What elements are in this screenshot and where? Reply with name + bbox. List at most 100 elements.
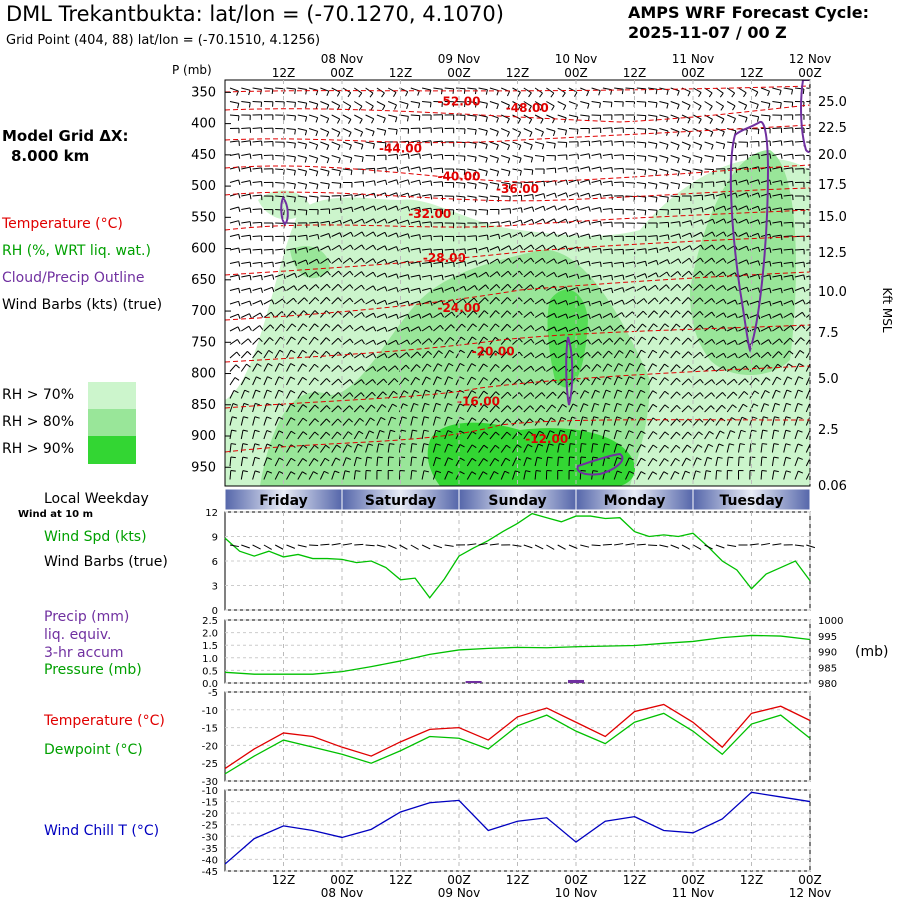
- wind-barb: [602, 114, 613, 120]
- wind-barb: [794, 222, 805, 229]
- wind-barb-staff: [557, 231, 566, 237]
- wind-barb: [376, 378, 388, 386]
- wind-barb-staff: [229, 351, 238, 359]
- wind-barb-staff: [467, 168, 477, 172]
- wind-barb-flag: [815, 262, 816, 267]
- wind-barb-flag: [698, 105, 702, 111]
- wind-barb: [670, 271, 682, 278]
- wind-barb-staff: [320, 220, 330, 224]
- wind-barb-staff: [693, 128, 702, 133]
- wind-barb-staff: [331, 431, 338, 440]
- wind-barb-staff: [229, 261, 239, 264]
- wind-barb-flag: [315, 131, 319, 137]
- wind-barb: [557, 245, 569, 251]
- wind-barb-flag: [687, 118, 691, 124]
- wind-barb-flag: [293, 183, 296, 189]
- wind-barb-flag: [676, 350, 681, 355]
- wind-barb-flag: [306, 247, 309, 253]
- wind-barb-staff: [365, 101, 374, 107]
- page-title: DML Trekantbukta: lat/lon = (-70.1270, 4…: [6, 2, 504, 26]
- wind-barb-staff: [433, 337, 440, 345]
- wind-barb-staff: [455, 101, 466, 103]
- wind-barb: [387, 470, 394, 480]
- wind-barb-staff: [658, 471, 665, 480]
- wind-barb-flag: [664, 336, 669, 341]
- wind-barb-staff: [342, 365, 351, 372]
- wind-barb: [557, 429, 566, 440]
- wind-barb: [794, 470, 804, 480]
- wind-barb-flag: [424, 402, 430, 406]
- wind-barb-staff: [478, 390, 485, 399]
- wind-barb-staff: [726, 430, 731, 440]
- wind-barb-staff: [761, 114, 771, 117]
- wind-barb-staff: [297, 431, 304, 440]
- wind-barb-staff: [602, 87, 612, 91]
- wind-barb-flag: [655, 143, 658, 149]
- wind-barb: [320, 297, 331, 305]
- wind-barb-staff: [546, 244, 555, 251]
- wind-barb-10m: [727, 544, 737, 548]
- wind-barb-flag: [506, 431, 512, 436]
- wind-barb-staff: [274, 376, 280, 386]
- wind-barb-flag: [482, 471, 488, 475]
- wind-barb: [308, 377, 319, 386]
- wind-barb-flag: [506, 351, 512, 356]
- wind-barb-flag: [249, 167, 252, 173]
- wind-barb-staff: [760, 403, 765, 413]
- wind-barb-staff: [523, 470, 527, 480]
- wind-barb-staff: [320, 270, 328, 278]
- legend-rh80: RH > 80%: [2, 414, 75, 430]
- wind-barb-flag: [463, 169, 466, 175]
- wind-barb-staff: [602, 261, 612, 264]
- wind-barb-flag: [644, 183, 647, 189]
- wind-barb-staff: [489, 221, 499, 224]
- wind-barb-flag: [361, 244, 365, 250]
- wind-barb: [523, 297, 535, 305]
- wind-barb-staff: [760, 430, 764, 440]
- wind-barb-flag: [396, 246, 399, 252]
- wind-barb: [738, 232, 750, 238]
- height-tick-label: 12.5: [818, 246, 847, 261]
- wind-barb: [636, 101, 647, 108]
- wind-barb: [738, 141, 748, 148]
- wind-barb: [512, 101, 521, 111]
- wind-barb-staff: [274, 323, 282, 332]
- wind-barb-flag: [242, 470, 248, 473]
- wind-barb: [613, 429, 622, 440]
- wind-barb-flag: [530, 325, 535, 330]
- wind-barb-staff: [692, 284, 701, 291]
- wind-barb: [240, 351, 252, 359]
- wind-barb: [478, 128, 488, 136]
- wind-barb-staff: [726, 101, 736, 107]
- wind-barb-flag: [508, 245, 512, 251]
- wind-barb-flag: [349, 311, 354, 316]
- wind-barb-staff: [388, 300, 397, 305]
- wind-barb-staff: [557, 286, 567, 291]
- wind-barb-staff: [760, 300, 770, 305]
- wind-barb-flag: [345, 457, 352, 460]
- wind-barb-flag: [616, 443, 622, 446]
- wind-barb-flag: [792, 275, 794, 281]
- legend-wind-speed: Wind Spd (kts): [44, 529, 147, 545]
- wind-barb-staff: [286, 272, 295, 278]
- wind-barb-flag: [722, 392, 727, 397]
- wind-barb-flag: [360, 144, 364, 150]
- rh80-region-right: [690, 150, 796, 375]
- wind-barb-flag: [733, 118, 736, 124]
- wind-barb: [625, 403, 634, 413]
- wind-barb-staff: [275, 261, 285, 264]
- wind-barb: [365, 271, 377, 278]
- wind-barb-staff: [580, 300, 590, 305]
- wind-barb: [241, 180, 252, 186]
- wind-barb-flag: [652, 471, 658, 475]
- wind-barb-flag: [495, 404, 500, 409]
- wind-barb-flag: [407, 287, 410, 293]
- wind-barb-flag: [718, 443, 724, 447]
- wind-barb: [704, 244, 716, 251]
- wind-barb: [613, 416, 622, 426]
- wind-barb-staff: [681, 270, 690, 278]
- y-tick-label: -30: [202, 777, 218, 788]
- wind-barb-staff: [286, 195, 296, 198]
- wind-barb: [489, 418, 500, 426]
- wind-barb-flag: [769, 301, 772, 307]
